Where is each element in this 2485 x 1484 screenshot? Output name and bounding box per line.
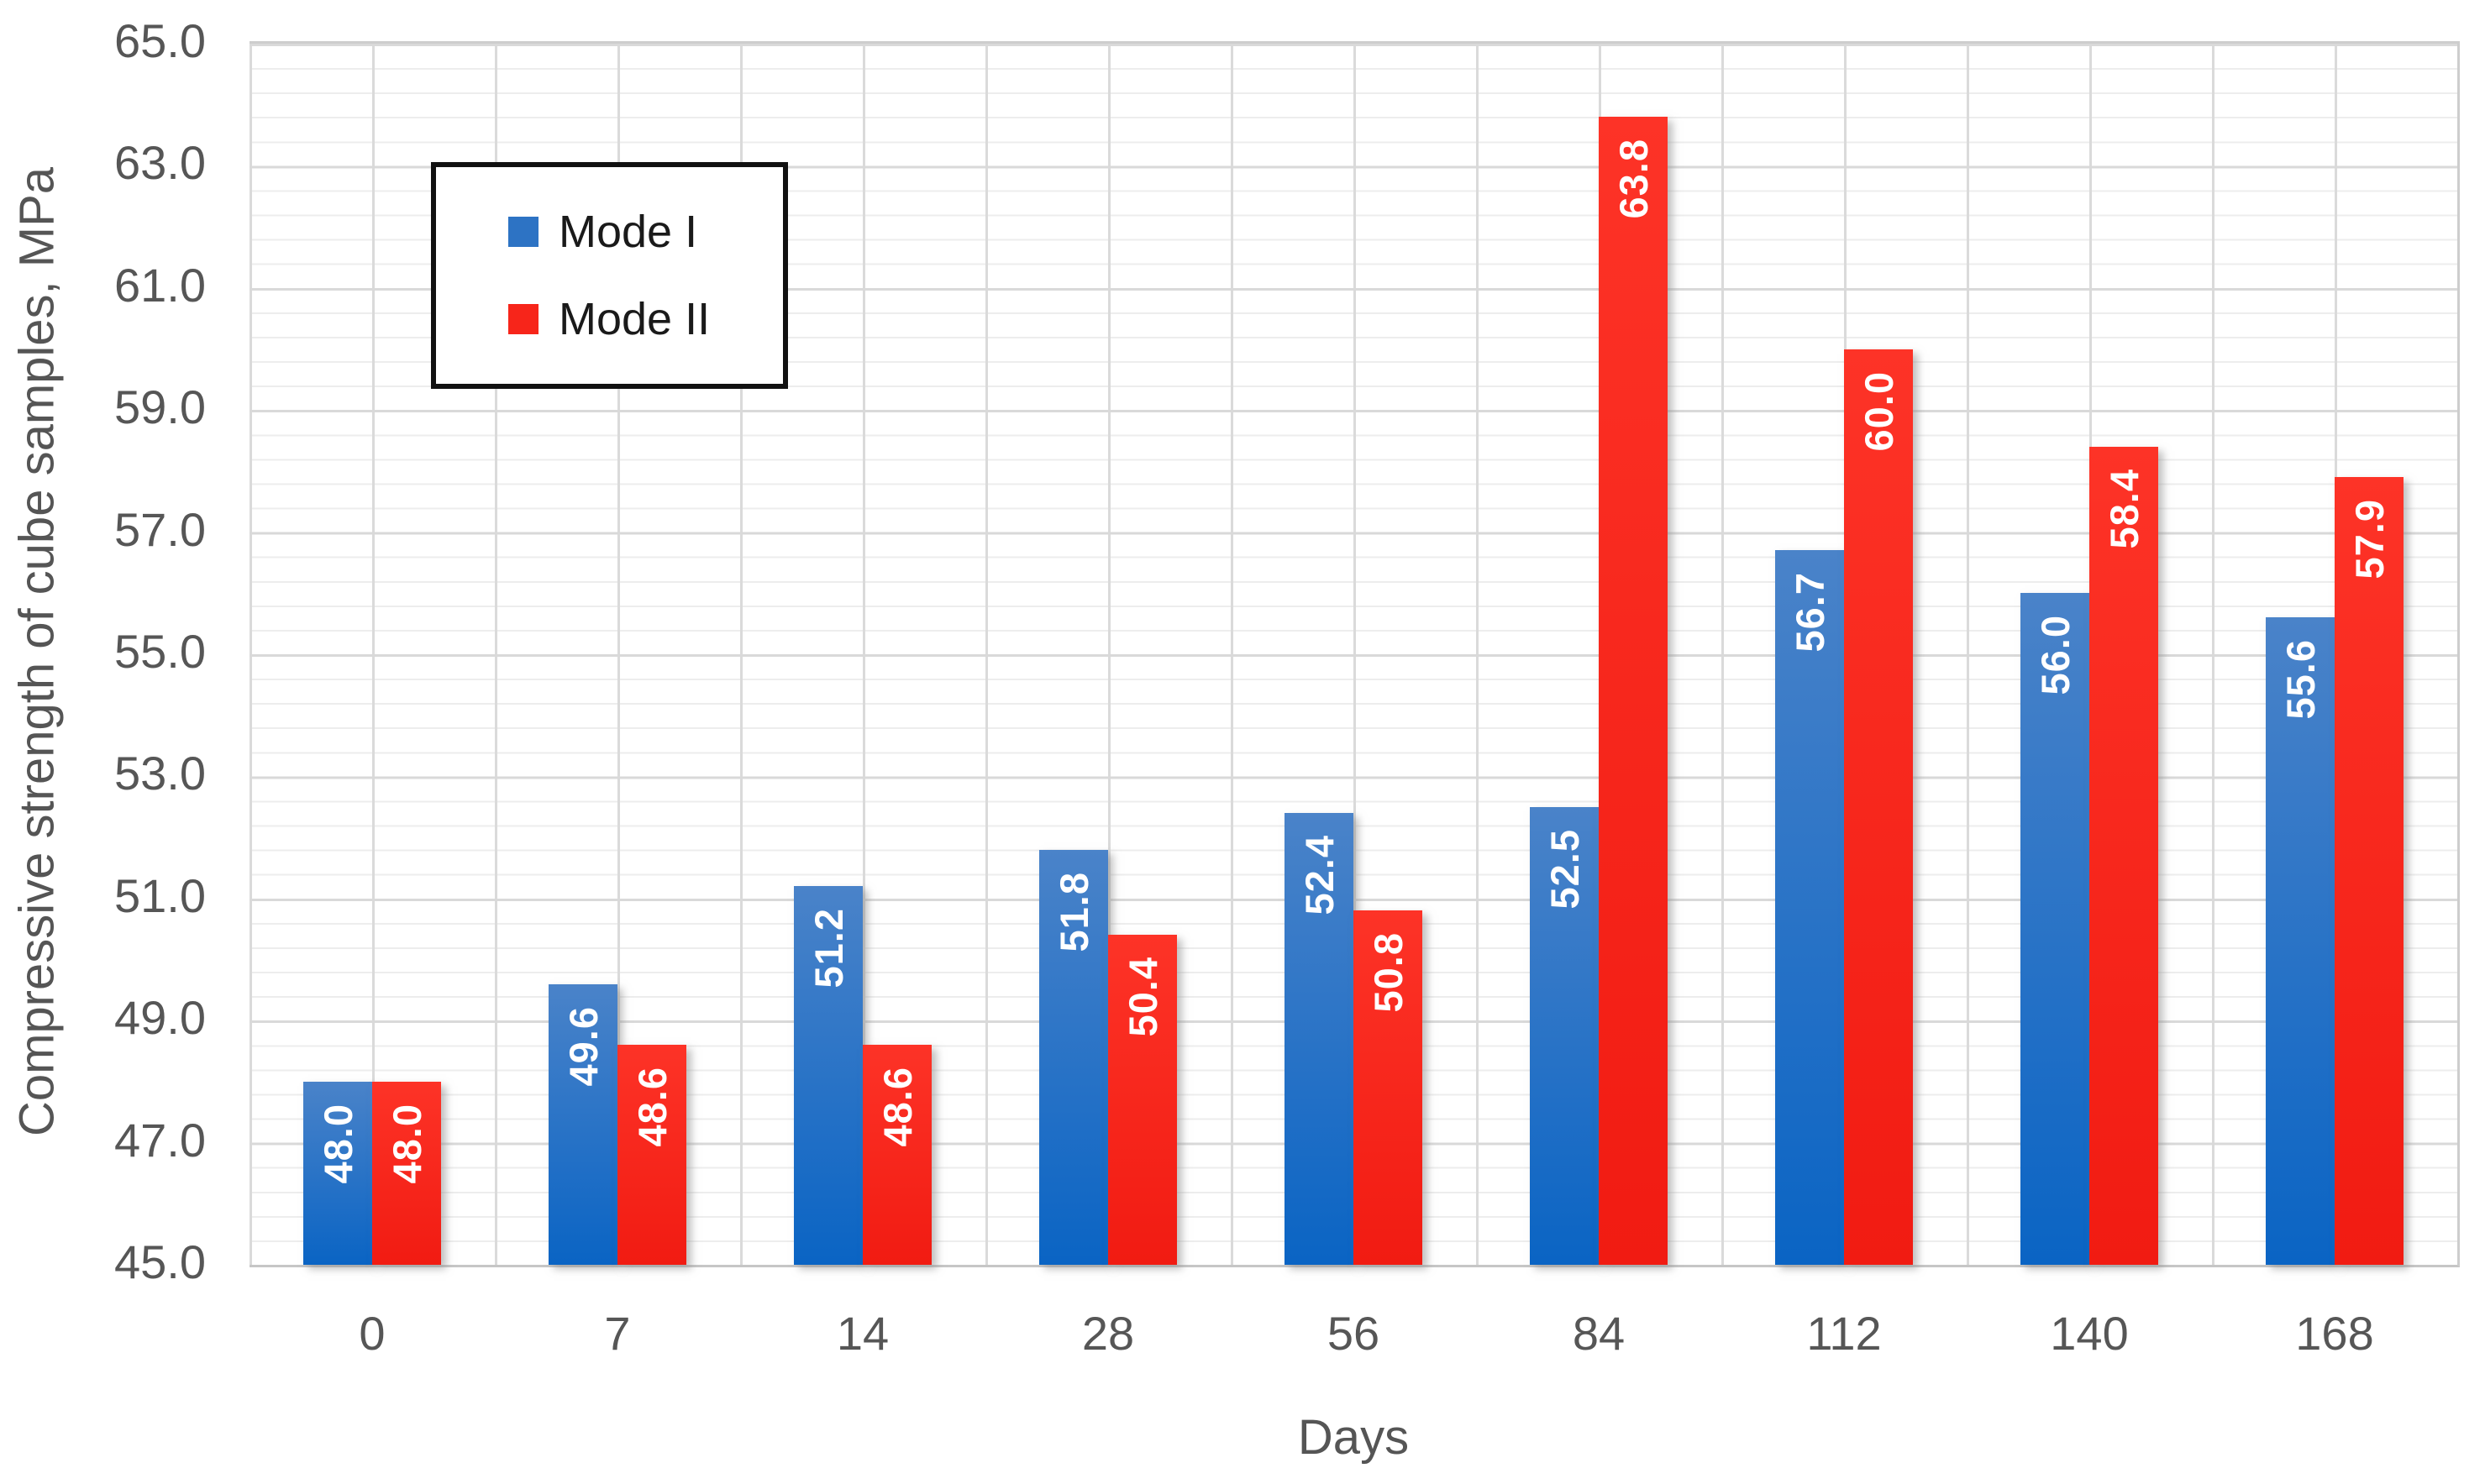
- y-axis-tick-label: 63.0: [114, 136, 206, 190]
- y-axis-tick-label: 59.0: [114, 380, 206, 434]
- data-label: 56.0: [2032, 615, 2078, 695]
- y-axis-tick-label: 55.0: [114, 625, 206, 678]
- bar-mode-ii-day-7: 48.6: [617, 1045, 686, 1265]
- bar-mode-i-day-7: 49.6: [549, 983, 617, 1265]
- legend: Mode I Mode II: [431, 162, 788, 389]
- bar-mode-ii-day-56: 50.8: [1353, 910, 1422, 1265]
- x-axis-tick-label: 140: [2050, 1307, 2129, 1360]
- data-label: 51.2: [806, 908, 851, 988]
- data-label: 50.8: [1365, 932, 1411, 1013]
- bar-mode-ii-day-140: 58.4: [2089, 446, 2158, 1265]
- x-axis-title: Days: [1297, 1410, 1410, 1465]
- data-label: 52.4: [1296, 835, 1342, 915]
- bar-mode-ii-day-28: 50.4: [1108, 935, 1177, 1265]
- bar-mode-i-day-168: 55.6: [2266, 617, 2335, 1265]
- y-axis-tick-label: 61.0: [114, 258, 206, 312]
- bar-mode-ii-day-168: 57.9: [2335, 477, 2404, 1265]
- data-label: 51.8: [1051, 871, 1096, 952]
- bar-mode-i-day-14: 51.2: [794, 886, 863, 1265]
- data-label: 56.7: [1787, 572, 1832, 653]
- data-label: 57.9: [2346, 499, 2392, 579]
- data-label: 49.6: [560, 1005, 606, 1087]
- data-label: 58.4: [2101, 468, 2146, 549]
- y-axis-tick-label: 47.0: [114, 1113, 206, 1167]
- legend-item-mode-2: Mode II: [508, 296, 783, 342]
- plot-area: 48.0 48.0 49.6 48.6 51.2 48.6 51.8 50.4 52.4 50.8…: [250, 41, 2460, 1267]
- x-axis-tick-label: 168: [2295, 1307, 2374, 1360]
- x-axis-tick-label: 0: [359, 1307, 386, 1360]
- x-axis-tick-label: 56: [1327, 1307, 1380, 1360]
- data-label: 63.8: [1610, 139, 1656, 219]
- data-label: 55.6: [2277, 639, 2323, 720]
- data-label: 50.4: [1120, 957, 1165, 1037]
- x-axis-tick-label: 14: [836, 1307, 890, 1360]
- mode-1-swatch-icon: [508, 217, 539, 247]
- bar-mode-i-day-28: 51.8: [1039, 849, 1108, 1265]
- y-axis-tick-label: 53.0: [114, 747, 206, 800]
- data-label: 48.0: [315, 1103, 360, 1184]
- y-axis-tick-label: 45.0: [114, 1235, 206, 1288]
- y-axis-tick-label: 57.0: [114, 502, 206, 556]
- bar-mode-i-day-84: 52.5: [1530, 806, 1599, 1265]
- bar-mode-ii-day-112: 60.0: [1844, 349, 1913, 1265]
- bar-mode-i-day-56: 52.4: [1285, 813, 1353, 1265]
- x-axis-tick-label: 28: [1081, 1307, 1135, 1360]
- bar-mode-i-day-0: 48.0: [303, 1081, 372, 1265]
- bar-mode-ii-day-0: 48.0: [372, 1081, 441, 1265]
- x-axis-tick-label: 84: [1572, 1307, 1626, 1360]
- y-axis-tick-label: 49.0: [114, 991, 206, 1045]
- legend-label-mode-2: Mode II: [559, 294, 711, 344]
- data-label: 48.6: [875, 1067, 920, 1147]
- data-label: 52.5: [1542, 828, 1587, 910]
- bar-mode-i-day-140: 56.0: [2020, 593, 2089, 1265]
- legend-item-mode-1: Mode I: [508, 209, 783, 254]
- bar-mode-i-day-112: 56.7: [1775, 550, 1844, 1265]
- y-axis-tick-label: 51.0: [114, 868, 206, 922]
- data-label: 48.0: [384, 1103, 429, 1184]
- data-label: 60.0: [1856, 370, 1901, 451]
- y-axis-tick-label: 65.0: [114, 14, 206, 67]
- mode-2-swatch-icon: [508, 304, 539, 334]
- x-axis-tick-label: 7: [604, 1307, 631, 1360]
- data-label: 48.6: [629, 1067, 675, 1147]
- legend-label-mode-1: Mode I: [559, 207, 698, 257]
- bar-mode-ii-day-14: 48.6: [863, 1045, 932, 1265]
- x-axis-tick-label: 112: [1806, 1307, 1882, 1360]
- bar-mode-ii-day-84: 63.8: [1599, 117, 1668, 1265]
